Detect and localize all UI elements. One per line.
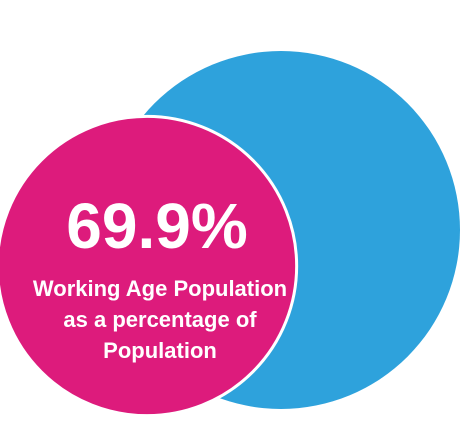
label-line-1: Working Age Population [33, 276, 287, 301]
label-line-3: Population [103, 338, 217, 363]
label-line-2: as a percentage of [63, 307, 257, 332]
percentage-value: 69.9% [66, 190, 247, 262]
working-age-population-circle [0, 114, 299, 418]
